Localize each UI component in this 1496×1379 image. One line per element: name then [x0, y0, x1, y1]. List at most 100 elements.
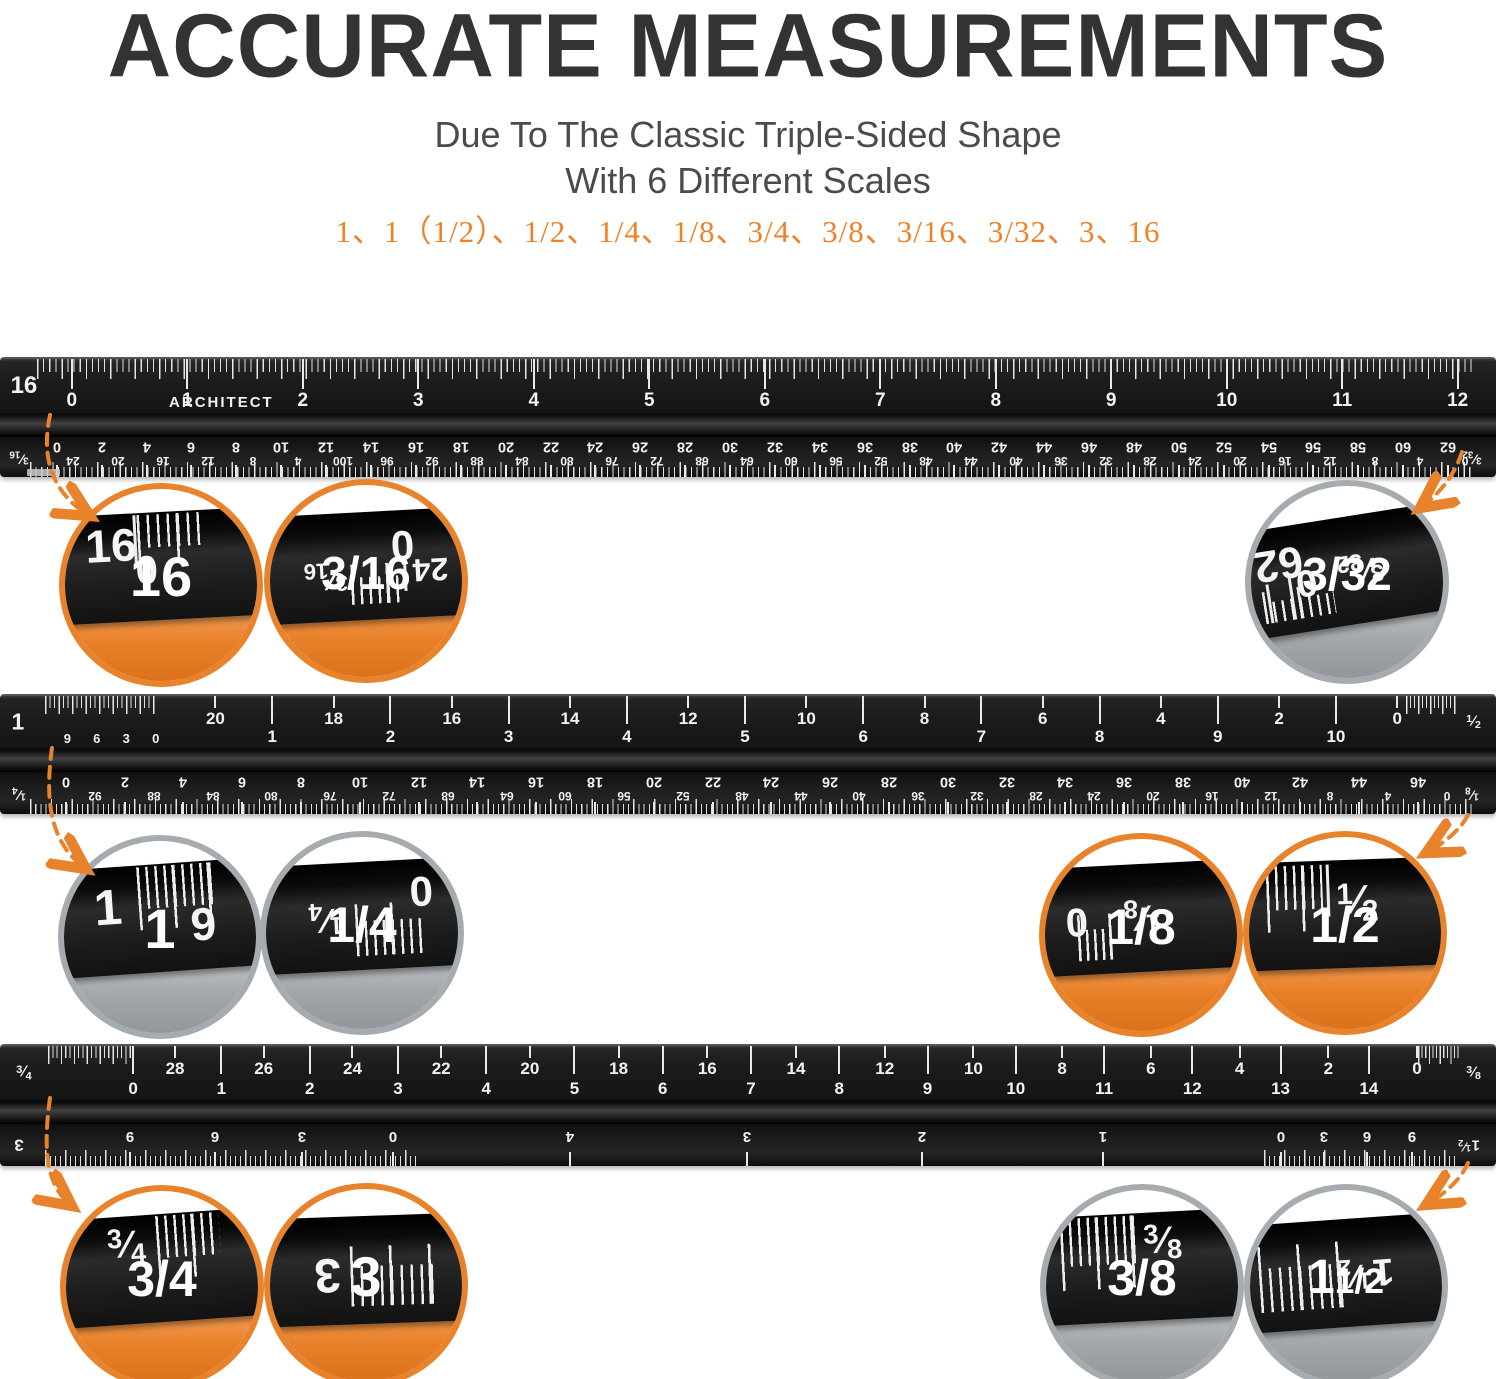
ruler-tick: [879, 359, 882, 389]
ruler-tick: [1159, 696, 1162, 708]
ruler-tick: [1341, 359, 1344, 389]
ruler-number: 6: [187, 438, 196, 455]
ruler-tick: [182, 802, 185, 814]
ruler-number: 0: [52, 438, 61, 455]
ruler-tick: [485, 1046, 488, 1074]
ruler-tick: [1222, 465, 1225, 477]
ruler-tick: [625, 696, 628, 724]
subtitle-line-2: With 6 Different Scales: [565, 160, 931, 202]
ruler-number: 16: [697, 1059, 717, 1078]
ruler-number: 5: [643, 390, 655, 411]
ruler-number: 26: [254, 1059, 274, 1078]
ruler-number: 28: [1143, 454, 1158, 468]
ruler-tick: [417, 359, 420, 389]
ruler-number: 8: [919, 709, 930, 728]
ruler-number: 24: [66, 454, 80, 468]
ruler-number: 2: [385, 727, 396, 746]
ruler-number: 9: [125, 1128, 135, 1145]
callout-label: 3/8: [1107, 1250, 1177, 1307]
ruler-tick: [745, 1152, 748, 1166]
ruler-tick: [573, 1046, 576, 1074]
ruler-number: 8: [232, 438, 241, 455]
ruler-tick: [1366, 1152, 1369, 1166]
ruler-tick: [1357, 465, 1360, 477]
callout-circle-1-4: 1⁄4 0 1/4: [260, 831, 464, 1035]
ruler-number: 7: [746, 1079, 756, 1098]
ruler-tick: [549, 465, 552, 477]
ruler-tick: [1358, 802, 1361, 814]
ruler-number: 30: [939, 773, 956, 790]
ruler-number: 2: [304, 1079, 315, 1098]
ruler-tick: [235, 465, 238, 477]
ruler-16-and-316-332: 16 0 1 2 3 4 5 6 7 8 9 10 11 12 ARCHITECT 3⁄16 3⁄32 0 2 4 6 8…: [0, 357, 1496, 477]
ruler-number: 4: [142, 438, 151, 455]
ruler-tick: [749, 1046, 752, 1074]
ruler-tick: [1014, 1046, 1017, 1074]
ruler-tick: [214, 696, 217, 708]
ruler-number: 44: [1036, 438, 1053, 455]
scale-label: 3⁄16: [9, 448, 30, 467]
ruler-number: 6: [1363, 1128, 1372, 1145]
ruler-number: 68: [694, 454, 709, 468]
callout-band: [1249, 959, 1441, 1029]
ruler-number: 84: [515, 454, 529, 468]
ruler-number: 12: [318, 438, 335, 455]
scale-label: 11⁄2: [1458, 1136, 1481, 1155]
ruler-number: 12: [875, 1059, 895, 1078]
ruler-number: 12: [201, 454, 215, 468]
ruler-number: 3: [122, 731, 130, 746]
ruler-tick: [1327, 1046, 1330, 1058]
ruler-tick: [459, 465, 462, 477]
ruler-number: 8: [249, 454, 257, 468]
ruler-tick: [568, 696, 571, 708]
ruler-face-bottom: 3⁄16 3⁄32 0 2 4 6 8 10 12 14 16 18 20 22 24 26 28 30 32 34 3…: [0, 437, 1496, 477]
ruler-number: 34: [1057, 773, 1074, 790]
ruler-number: 48: [919, 454, 933, 468]
ruler-tick: [763, 359, 766, 389]
ruler-tick: [450, 696, 453, 708]
ruler-number: 72: [382, 789, 396, 803]
callout-label: 1/8: [1106, 899, 1176, 956]
ruler-tick: [1123, 802, 1126, 814]
ruler-number: 22: [704, 773, 721, 790]
callout-circle-1-2: 1⁄2 1/2: [1243, 831, 1447, 1035]
ruler-number: 36: [1053, 454, 1068, 468]
ruler-number: 0: [1412, 1059, 1422, 1078]
ruler-tick: [301, 359, 304, 389]
ruler-number: 4: [565, 1128, 575, 1145]
ruler-tick: [923, 696, 926, 708]
ruler-number: 40: [1233, 773, 1250, 790]
callout-label: 3/32: [1302, 548, 1392, 601]
ruler-tick: [64, 802, 67, 814]
ruler-number: 92: [425, 454, 440, 468]
ruler-number: 22: [431, 1059, 451, 1078]
ruler-number: 1: [1098, 1128, 1107, 1145]
ruler-groove: [0, 1098, 1496, 1124]
callout-label: 16: [129, 545, 193, 609]
ruler-number: 24: [587, 438, 604, 455]
ruler-number: 20: [1233, 454, 1247, 468]
ruler-number: 0: [1443, 789, 1451, 803]
ruler-tick: [220, 1046, 223, 1074]
ruler-number: 4: [294, 454, 302, 468]
ruler-number: 28: [1028, 789, 1043, 803]
ruler-number: 14: [362, 438, 380, 455]
ruler-tick: [414, 465, 417, 477]
ruler-number: 1: [182, 390, 193, 411]
tick-strip: [37, 359, 1474, 379]
ruler-number: 32: [1098, 454, 1113, 468]
ruler-number: 68: [441, 789, 455, 803]
ruler-tick: [535, 802, 538, 814]
ruler-number: 12: [1323, 454, 1337, 468]
ruler-number: 56: [829, 454, 843, 468]
ruler-number: 32: [998, 773, 1015, 790]
ruler-number: 4: [1416, 454, 1424, 468]
ruler-tick: [770, 802, 773, 814]
ruler-number: 1: [267, 727, 277, 746]
ruler-tick: [926, 1046, 929, 1074]
ruler-number: 50: [1170, 438, 1187, 455]
ruler-number: 12: [410, 773, 427, 790]
ruler-number: 8: [834, 1079, 844, 1098]
ruler-tick: [946, 802, 949, 814]
ruler-number: 28: [165, 1059, 185, 1078]
